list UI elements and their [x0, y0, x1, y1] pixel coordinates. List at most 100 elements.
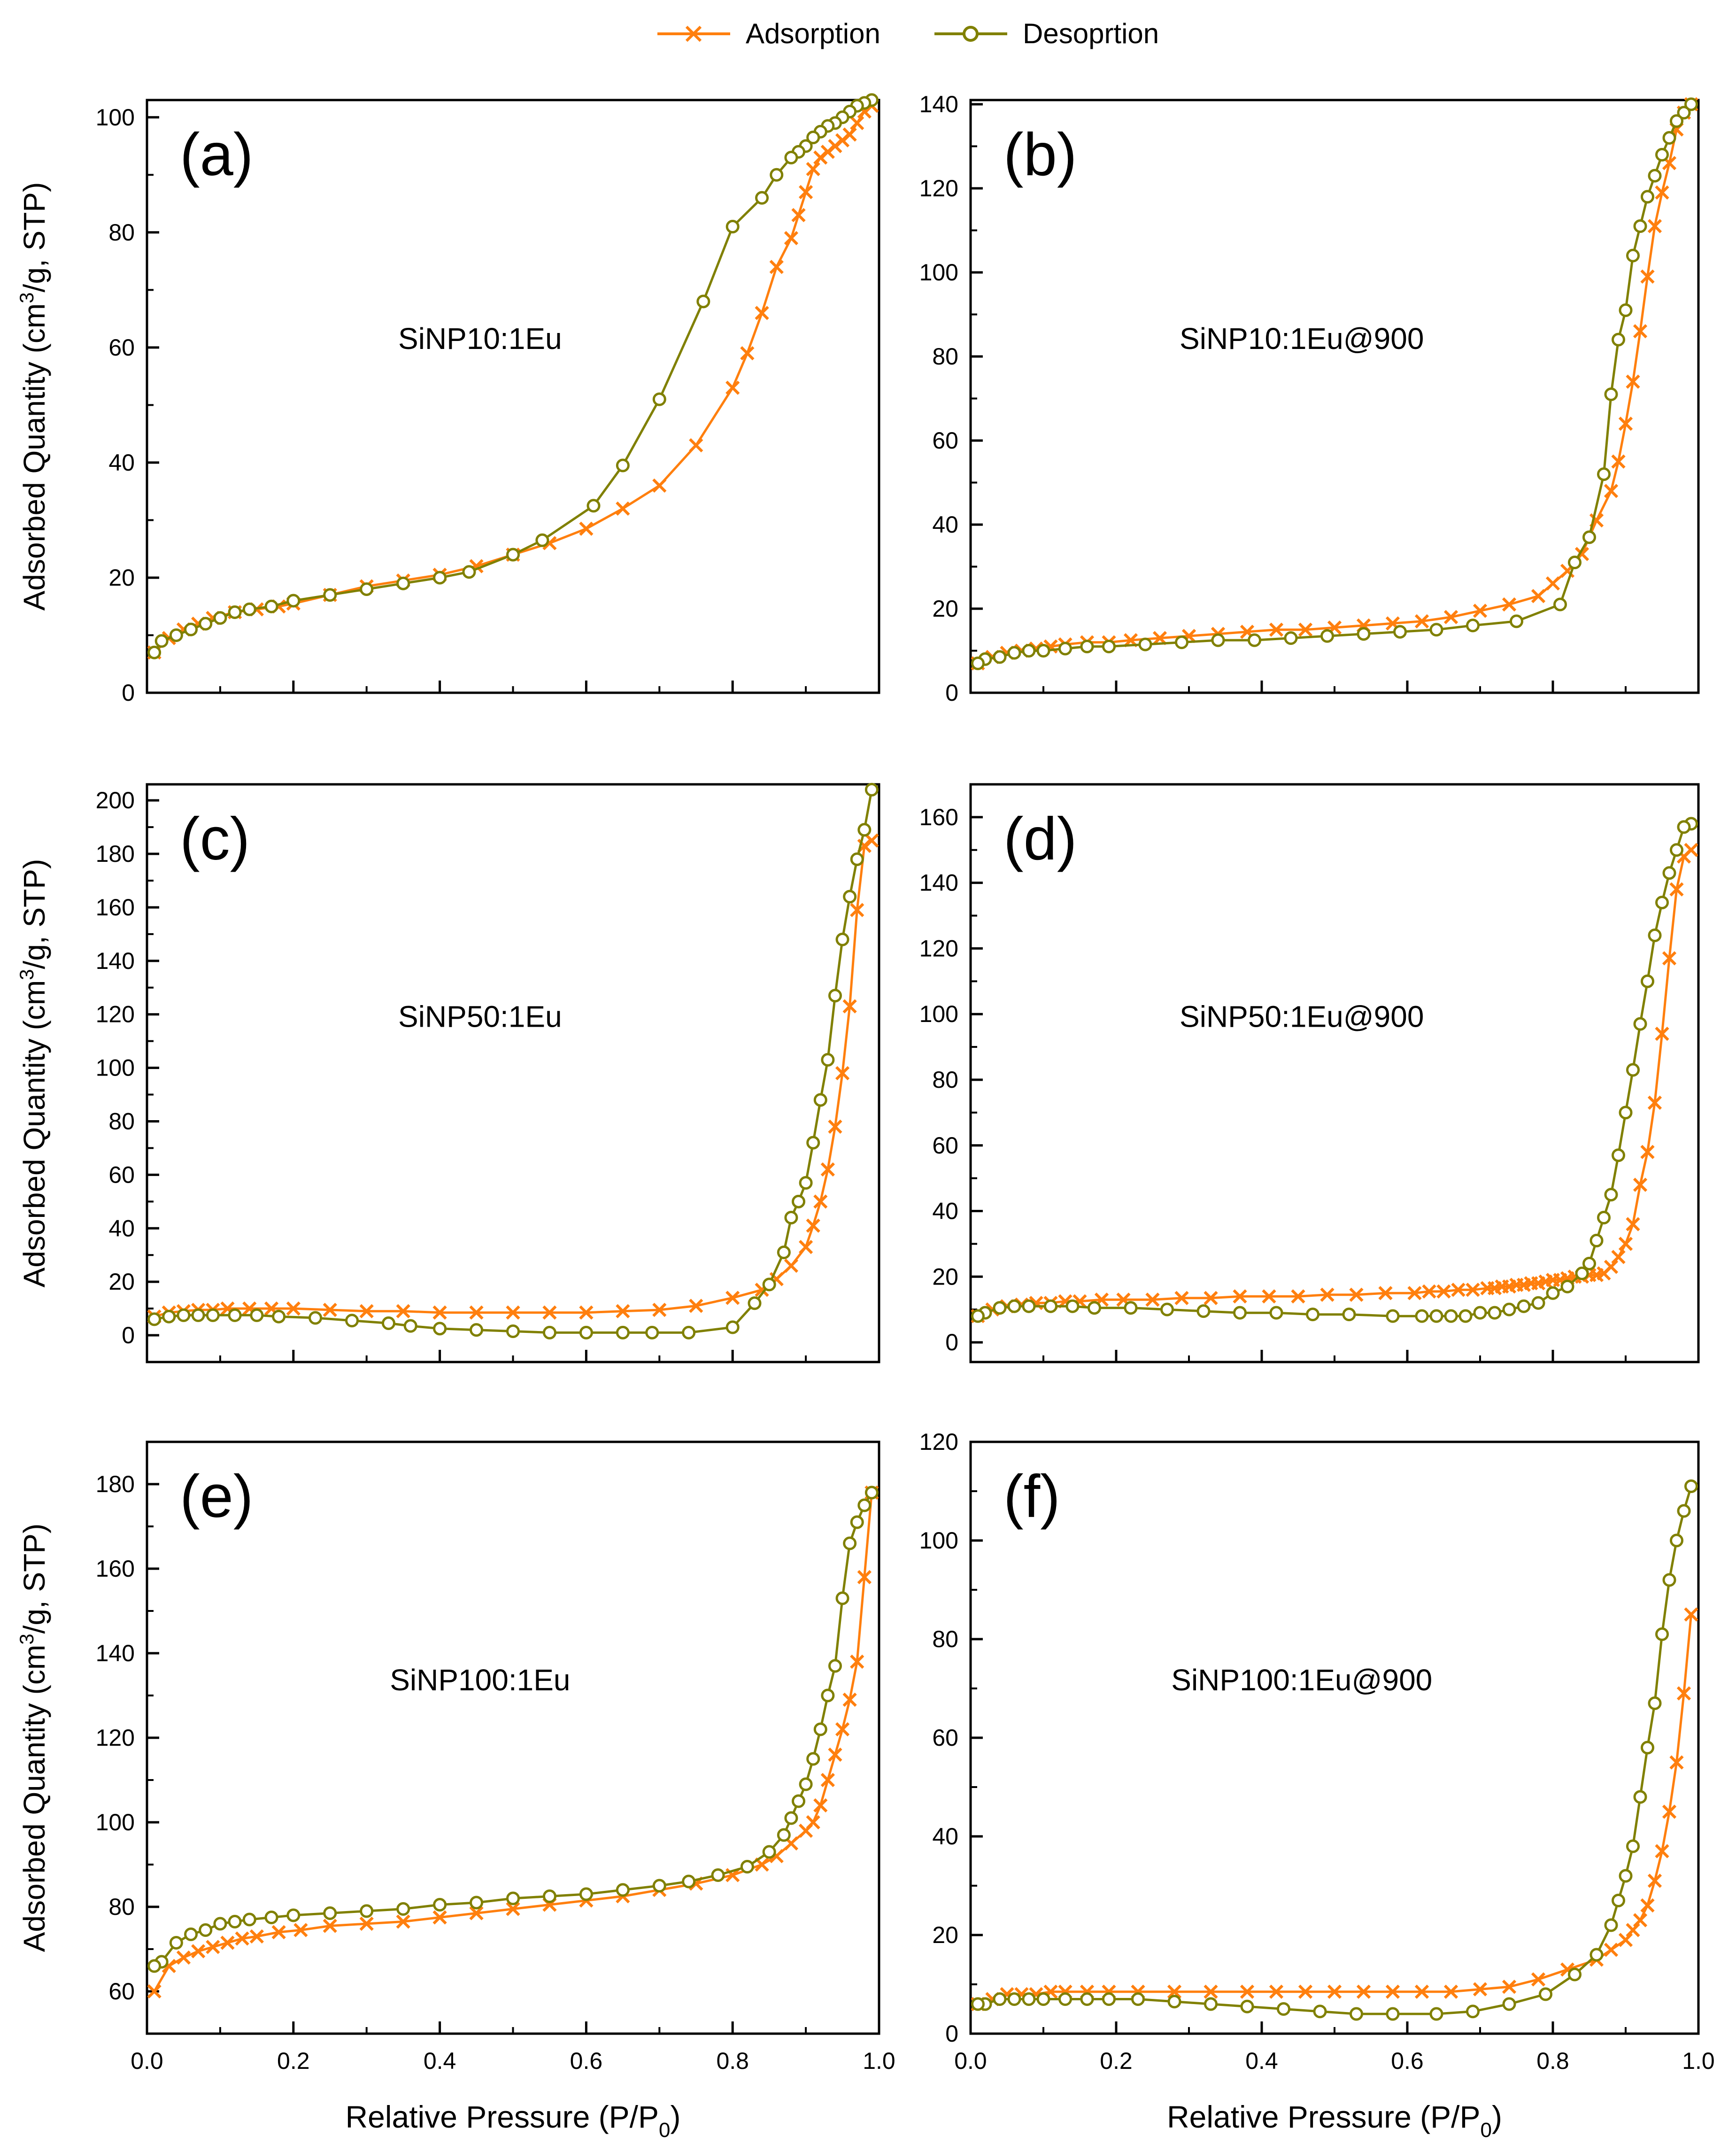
adsorption-marker-stroke: [850, 903, 864, 917]
desorption-point-d: [1560, 1279, 1574, 1293]
desorption-point-b: [1320, 629, 1334, 643]
desorption-point-b: [1036, 643, 1050, 658]
adsorption-point-a: [616, 501, 630, 516]
panel-f: 0.0 0.2 0.4 0.6 0.8 1.0 0 20 40 60 80 100 120 (f) SiNP…: [919, 1429, 1715, 2142]
adsorption-marker-stroke: [1618, 417, 1633, 431]
adsorption-marker-stroke: [1414, 1984, 1429, 1999]
legend-desorption-marker-icon: [963, 26, 979, 42]
x-tick-label-f: 0.4: [1245, 2048, 1278, 2074]
adsorption-marker-stroke: [1531, 589, 1546, 604]
adsorption-marker-stroke: [1174, 1291, 1189, 1305]
desorption-point-e: [199, 1923, 213, 1937]
desorption-point-f: [1240, 1999, 1254, 2013]
adsorption-marker-stroke: [769, 260, 784, 274]
desorption-point-d: [1648, 928, 1662, 942]
adsorption-point-e: [359, 1916, 374, 1931]
desorption-point-d: [1160, 1302, 1174, 1316]
desorption-point-e: [323, 1906, 337, 1920]
desorption-point-a: [586, 499, 601, 513]
adsorption-point-e: [857, 1570, 872, 1585]
adsorption-marker-stroke: [396, 1304, 410, 1318]
desorption-point-f: [1655, 1627, 1669, 1641]
adsorption-point-b: [1443, 610, 1458, 625]
adsorption-point-e: [806, 1815, 820, 1830]
y-tick-label-d: 0: [945, 1329, 958, 1355]
adsorption-marker-stroke: [1269, 1984, 1284, 1999]
desorption-point-f: [1641, 1741, 1654, 1755]
adsorption-marker-stroke: [264, 1301, 279, 1316]
adsorption-marker-stroke: [1145, 1293, 1160, 1307]
desorption-point-d: [1473, 1306, 1487, 1320]
y-tick-label-a: 0: [122, 680, 135, 706]
adsorption-point-f: [1204, 1984, 1218, 1999]
desorption-point-d: [1044, 1299, 1057, 1313]
desorption-point-d: [1589, 1233, 1604, 1247]
adsorption-marker-stroke: [1662, 1804, 1677, 1819]
desorption-point-b: [993, 650, 1007, 664]
adsorption-marker-stroke: [220, 1301, 235, 1316]
adsorption-marker-stroke: [1662, 951, 1677, 966]
desorption-point-d: [1604, 1188, 1618, 1202]
adsorption-point-d: [1262, 1289, 1276, 1304]
desorption-point-a: [462, 565, 476, 579]
adsorption-point-e: [828, 1747, 842, 1762]
desorption-point-f: [1684, 1479, 1698, 1493]
adsorption-point-f: [1167, 1984, 1182, 1999]
adsorption-marker-stroke: [725, 1868, 740, 1882]
desorption-point-d: [1088, 1301, 1101, 1315]
desorption-point-d: [1626, 1063, 1640, 1077]
y-tick-label-f: 80: [932, 1626, 958, 1652]
adsorption-marker-stroke: [725, 380, 740, 395]
desorption-point-e: [711, 1868, 725, 1882]
desorption-point-a: [806, 131, 820, 145]
y-tick-label-c: 100: [96, 1055, 135, 1081]
desorption-point-f: [1102, 1992, 1116, 2006]
adsorption-marker-stroke: [784, 231, 799, 246]
adsorption-marker-stroke: [1349, 1287, 1364, 1302]
adsorption-marker-stroke: [1123, 633, 1138, 648]
adsorption-point-f: [1633, 1913, 1648, 1928]
adsorption-marker-stroke: [579, 521, 594, 536]
desorption-point-f: [1568, 1967, 1582, 1982]
adsorption-marker-stroke: [1545, 576, 1560, 591]
adsorption-point-f: [1385, 1984, 1400, 1999]
x-tick-label-e: 1.0: [863, 2048, 895, 2074]
desorption-point-c: [579, 1325, 593, 1339]
adsorption-point-d: [1466, 1283, 1480, 1297]
desorption-point-f: [1036, 1992, 1050, 2006]
legend-adsorption[interactable]: Adsorption: [657, 18, 880, 49]
adsorption-point-a: [689, 438, 703, 453]
adsorption-marker-stroke: [1378, 1286, 1393, 1300]
desorption-point-e: [242, 1912, 256, 1927]
adsorption-marker-stroke: [864, 833, 879, 848]
adsorption-marker-stroke: [1662, 156, 1677, 170]
adsorption-marker-stroke: [798, 185, 813, 200]
desorption-point-d: [1458, 1309, 1473, 1323]
desorption-point-e: [792, 1794, 806, 1808]
x-tick-label-e: 0.8: [716, 2048, 749, 2074]
desorption-point-d: [1429, 1309, 1443, 1323]
desorption-point-c: [403, 1319, 417, 1333]
desorption-point-d: [1444, 1309, 1458, 1323]
y-tick-label-b: 100: [919, 259, 958, 286]
adsorption-point-e: [191, 1944, 206, 1958]
desorption-point-e: [616, 1883, 630, 1897]
adsorption-marker-stroke: [506, 1305, 520, 1320]
desorption-point-f: [1589, 1948, 1604, 1962]
desorption-point-a: [696, 294, 710, 309]
y-tick-label-a: 80: [108, 219, 135, 246]
desorption-point-b: [971, 656, 985, 670]
desorption-point-f: [1386, 2007, 1400, 2021]
y-tick-label-b: 0: [945, 680, 958, 706]
desorption-point-a: [169, 628, 183, 642]
adsorption-point-a: [652, 478, 667, 493]
panel-label-e: (e): [180, 1463, 253, 1530]
desorption-point-e: [147, 1959, 162, 1973]
desorption-point-e: [813, 1722, 827, 1736]
desorption-point-b: [1626, 248, 1640, 263]
legend-desorption[interactable]: Desoprtion: [934, 18, 1159, 49]
adsorption-point-f: [1298, 1984, 1313, 1999]
desorption-point-c: [813, 1093, 827, 1107]
adsorption-point-c: [689, 1299, 703, 1313]
adsorption-point-b: [1414, 614, 1429, 628]
